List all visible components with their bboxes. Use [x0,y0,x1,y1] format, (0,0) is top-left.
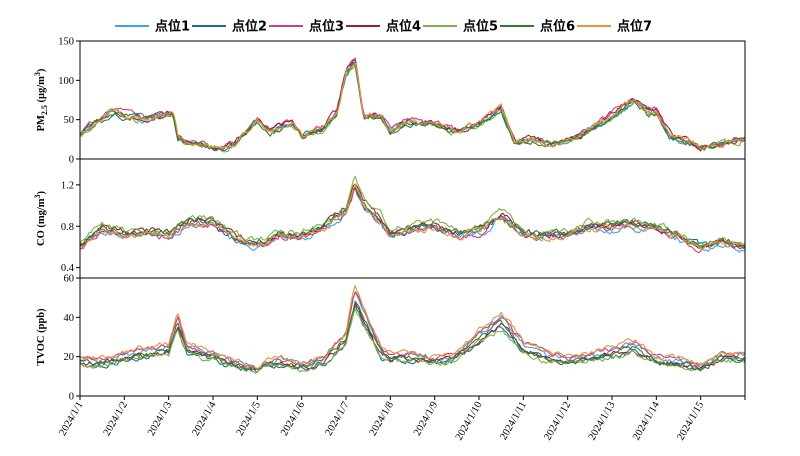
y-tick-label: 100 [58,76,74,87]
series-line-2 [79,188,746,249]
series-line-1 [79,187,746,253]
x-tick-label: 2024/1/10 [454,400,485,442]
panel-frame [79,277,746,397]
y-axis-label: TVOC (ppb) [36,308,47,366]
series-line-7 [79,183,746,251]
series-line-5 [79,65,746,153]
y-axis-label-close: ) [36,68,47,72]
panel-co: 0.4 0.8 1.2 CO (mg/m3) [33,158,746,279]
legend-label: 点位5 [463,19,498,35]
legend-label: 点位2 [232,19,267,35]
series-line-5 [79,175,746,250]
legend-item: 点位2 [192,19,267,35]
legend-item: 点位4 [346,19,421,35]
x-axis: 2024/1/1 2024/1/2 2024/1/3 2024/1/4 2024/1/5… [57,396,746,442]
y-axis-label-sub: 2.5 [40,105,49,115]
series-line-7 [79,284,746,370]
series-line-6 [80,186,746,249]
x-tick-label: 2024/1/5 [235,400,263,438]
x-tick-label: 2024/1/13 [587,400,618,442]
x-tick-label: 2024/1/15 [675,400,706,442]
y-tick-label: 60 [64,274,75,285]
x-tick-label: 2024/1/14 [631,399,662,442]
x-tick-label: 2024/1/7 [323,400,351,438]
x-tick-label: 2024/1/12 [542,400,573,442]
series-line-1 [79,291,746,371]
series-line-3 [79,187,746,254]
legend-item: 点位3 [269,19,344,35]
series-line-7 [79,62,746,151]
series-line-6 [79,300,746,372]
y-tick-label: 0.4 [61,263,75,274]
y-axis-label: PM2.5 (μg/m3) [33,68,49,131]
y-tick-label: 0 [69,392,74,403]
y-tick-label: 150 [58,37,74,48]
y-axis-label-main: TVOC (ppb) [36,308,47,366]
legend-label: 点位4 [386,19,421,35]
y-axis-label-main: PM [36,115,47,131]
series-line-3 [79,291,746,371]
panel-pm25: 0 50 100 150 PM2.5 (μg/m3) [33,37,746,166]
y-axis-label: CO (mg/m3) [33,190,47,246]
x-tick-label: 2024/1/6 [279,400,307,438]
y-tick-label: 1.2 [61,180,74,191]
legend-label: 点位3 [309,19,344,35]
legend: 点位1 点位2 点位3 点位4 点位5 点位6 点位7 [115,19,652,35]
legend-item: 点位6 [500,19,575,35]
x-tick-label: 2024/1/1 [57,400,85,438]
panel-frame [79,40,746,160]
panel-frame [79,158,746,279]
series-line-5 [79,308,746,374]
series-line-2 [79,304,746,373]
y-axis-label-unit: (μg/m [36,76,47,105]
legend-item: 点位5 [423,19,498,35]
y-axis-label-main: CO (mg/m [36,198,47,246]
y-axis-label-sup: 3 [33,72,42,76]
x-tick-label: 2024/1/11 [498,400,529,442]
y-tick-label: 0.8 [61,222,74,233]
y-tick-label: 0 [69,155,74,166]
x-tick-label: 2024/1/3 [146,400,174,438]
x-tick-label: 2024/1/9 [412,400,440,438]
legend-item: 点位1 [115,19,190,35]
y-tick-label: 50 [64,115,75,126]
y-tick-label: 40 [64,313,75,324]
legend-label: 点位7 [617,19,652,35]
y-axis-label-sup: 3 [33,194,42,198]
legend-item: 点位7 [577,19,652,35]
panel-tvoc: 0 20 40 60 TVOC (ppb) [36,274,746,403]
legend-label: 点位6 [540,19,575,35]
x-tick-label: 2024/1/2 [102,400,130,438]
y-tick-label: 20 [64,352,75,363]
x-tick-label: 2024/1/8 [368,400,396,438]
x-tick-label: 2024/1/4 [190,399,219,437]
series-line-4 [79,183,746,250]
y-axis-label-close: ) [36,190,47,194]
legend-label: 点位1 [155,19,190,35]
